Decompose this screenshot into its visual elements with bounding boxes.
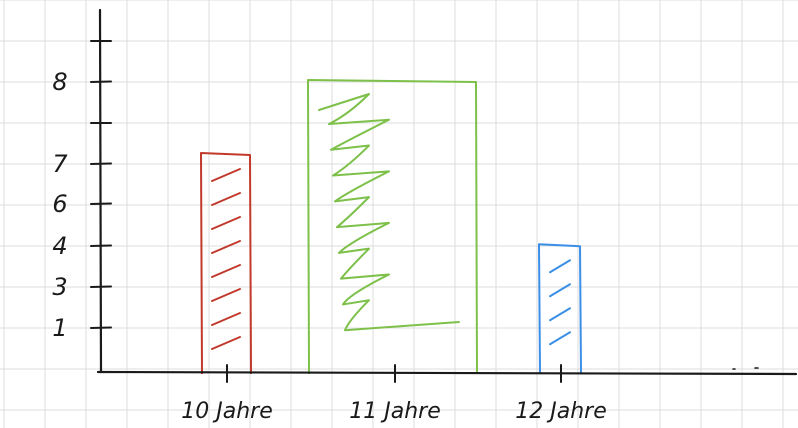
bar-1 [200, 152, 252, 375]
bar-scribble-fill [318, 93, 460, 332]
bars [200, 79, 582, 375]
bar-hatch-stroke [211, 312, 241, 326]
annotations [732, 367, 759, 370]
y-tick-label: 7 [52, 150, 68, 178]
bar-outline [538, 243, 582, 375]
y-tick-label: 8 [52, 68, 67, 96]
y-tick-mark [90, 202, 112, 205]
bar-hatch-stroke [549, 283, 571, 298]
y-axis [98, 8, 103, 374]
bar-hatch-stroke [211, 168, 241, 182]
y-tick-mark [90, 162, 112, 165]
y-tick-label: 6 [52, 190, 67, 218]
y-tick-mark [90, 80, 112, 83]
y-ticks: 1 3 4 6 7 8 [52, 40, 112, 342]
category-label: 12 Jahre [515, 399, 606, 424]
bar-hatch-stroke [211, 192, 241, 206]
x-ticks: 10 Jahre 11 Jahre 12 Jahre [181, 364, 607, 424]
category-label: 11 Jahre [349, 399, 440, 424]
bar-hatch-stroke [211, 288, 241, 302]
bar-3 [538, 243, 582, 375]
stray-dots [732, 367, 759, 370]
y-tick-mark [90, 285, 112, 288]
bar-outline [200, 152, 252, 375]
bar-hatch-stroke [211, 336, 241, 350]
category-label: 10 Jahre [181, 399, 272, 424]
bar-hatch-stroke [211, 216, 241, 230]
y-tick-mark [90, 244, 112, 247]
bar-outline [307, 79, 478, 375]
bar-hatch-stroke [549, 259, 571, 274]
y-tick-label: 4 [52, 232, 67, 260]
y-tick-label: 1 [52, 314, 67, 342]
bar-2 [307, 79, 478, 375]
y-tick-label: 3 [52, 273, 67, 301]
bar-hatch-stroke [211, 264, 241, 278]
x-axis [96, 370, 798, 376]
bar-hatch-stroke [549, 331, 571, 346]
y-tick-mark [90, 326, 112, 329]
bar-hatch-stroke [211, 240, 241, 254]
bar-hatch-stroke [549, 307, 571, 322]
axes [96, 8, 798, 376]
